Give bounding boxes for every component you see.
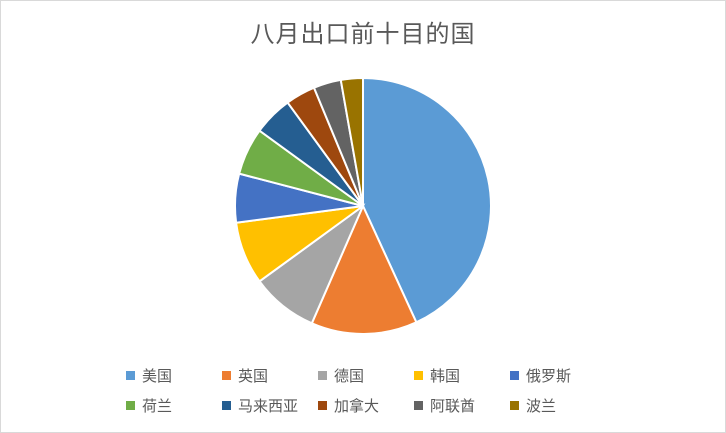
legend-item: 韩国 bbox=[414, 365, 510, 386]
legend-item: 俄罗斯 bbox=[510, 365, 606, 386]
legend-swatch bbox=[318, 400, 327, 410]
legend-label: 阿联酋 bbox=[430, 396, 476, 415]
legend-item: 马来西亚 bbox=[222, 395, 318, 416]
legend-swatch bbox=[222, 370, 231, 380]
legend-swatch bbox=[414, 400, 423, 410]
legend-item: 荷兰 bbox=[126, 395, 222, 416]
legend-label: 英国 bbox=[238, 366, 269, 385]
legend-swatch bbox=[126, 370, 135, 380]
legend-swatch bbox=[414, 370, 423, 380]
legend-label: 德国 bbox=[334, 366, 365, 385]
legend-item: 德国 bbox=[318, 365, 414, 386]
legend-item: 英国 bbox=[222, 365, 318, 386]
legend-swatch bbox=[222, 400, 231, 410]
legend: 美国 英国 德国 韩国 俄罗斯荷兰 马来西亚 加拿大 阿联酋 波兰 bbox=[126, 360, 646, 420]
legend-label: 加拿大 bbox=[334, 396, 380, 415]
legend-swatch bbox=[510, 400, 519, 410]
pie-slice-1 bbox=[362, 76, 492, 324]
legend-item: 加拿大 bbox=[318, 395, 414, 416]
legend-item: 阿联酋 bbox=[414, 395, 510, 416]
legend-row: 美国 英国 德国 韩国 俄罗斯 bbox=[126, 360, 646, 390]
legend-label: 荷兰 bbox=[142, 396, 173, 415]
legend-label: 韩国 bbox=[430, 366, 461, 385]
legend-label: 波兰 bbox=[526, 396, 557, 415]
legend-swatch bbox=[126, 400, 135, 410]
chart-title: 八月出口前十目的国 bbox=[250, 20, 476, 48]
legend-label: 美国 bbox=[142, 366, 173, 385]
legend-swatch bbox=[510, 370, 519, 380]
pie-slice-10 bbox=[339, 76, 364, 207]
legend-label: 马来西亚 bbox=[238, 396, 299, 415]
pie-slice-2 bbox=[310, 203, 418, 335]
legend-item: 波兰 bbox=[510, 395, 606, 416]
legend-item: 美国 bbox=[126, 365, 222, 386]
legend-swatch bbox=[318, 370, 327, 380]
legend-row: 荷兰 马来西亚 加拿大 阿联酋 波兰 bbox=[126, 390, 646, 420]
legend-label: 俄罗斯 bbox=[526, 366, 572, 385]
